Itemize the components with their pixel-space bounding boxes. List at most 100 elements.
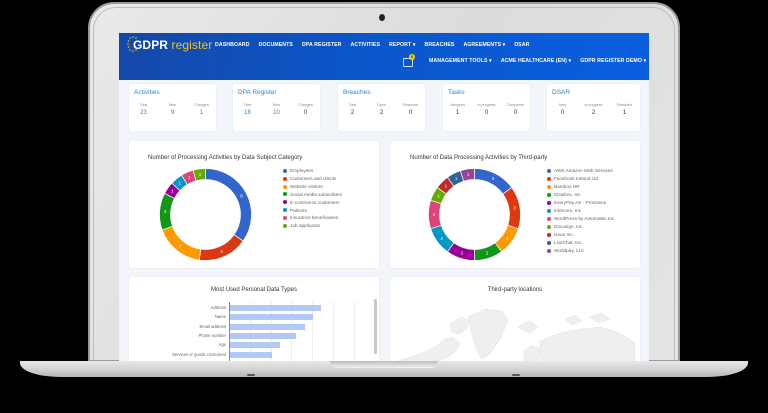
legend-dot-icon xyxy=(283,208,287,213)
svg-text:3: 3 xyxy=(492,176,495,181)
chart-title: Number of Processing Activities by Data … xyxy=(148,155,303,161)
app-screen: GDPR register DASHBOARD DOCUMENTS DPA RE… xyxy=(119,33,649,368)
svg-text:1: 1 xyxy=(179,181,182,186)
chart-title: Number of Data Processing Activities by … xyxy=(410,155,548,161)
legend-item[interactable]: Intercom, Inc xyxy=(547,207,614,215)
legend-item[interactable]: WordPress by Automattic Inc xyxy=(547,215,614,223)
svg-text:3: 3 xyxy=(164,209,167,214)
legend-item[interactable]: Worldpay, LLC xyxy=(547,247,614,255)
stat-card-dsar[interactable]: DSAR New 0 In progress 2 Resolved 1 xyxy=(547,84,640,131)
legend-item[interactable]: Docusign, Inc. xyxy=(547,223,614,231)
legend-dot-icon xyxy=(547,192,551,197)
stat-card-tasks[interactable]: Tasks Assigned 1 In progress 0 Completed 0 xyxy=(443,84,530,131)
notifications-icon[interactable] xyxy=(403,58,413,67)
legend-dot-icon xyxy=(283,224,287,229)
secondary-menu: MANAGEMENT TOOLS ▾ ACME HEALTHCARE (EN) … xyxy=(429,58,646,64)
bar-label: Phone number xyxy=(198,332,226,338)
legend-item[interactable]: Social media subscribers xyxy=(283,191,342,199)
chart-title: Most Used Personal Data Types xyxy=(211,287,297,293)
legend-dot-icon xyxy=(547,168,551,173)
svg-text:1: 1 xyxy=(188,175,191,180)
nav-agreements[interactable]: AGREEMENTS ▾ xyxy=(463,42,506,48)
eu-stars-icon xyxy=(127,36,137,52)
donut-chart-third-party[interactable]: 3 3 2 2 2 2 2 1 1 1 1 xyxy=(427,167,522,262)
laptop-notch xyxy=(330,361,438,368)
svg-text:2: 2 xyxy=(433,212,436,217)
svg-text:2: 2 xyxy=(486,251,489,256)
legend-item[interactable]: Customers and clients xyxy=(283,175,342,183)
svg-text:2: 2 xyxy=(461,251,464,256)
bar[interactable] xyxy=(230,305,322,311)
legend-item[interactable]: Insurance beneficiaries xyxy=(283,214,342,222)
stat-card-breaches[interactable]: Breaches Total 2 Open 2 Resolved 0 xyxy=(338,84,425,131)
legend-item[interactable]: Website visitors xyxy=(283,183,342,191)
stat-card-activities[interactable]: Activities Total 23 New 9 Changed 1 xyxy=(129,84,216,131)
laptop-base xyxy=(20,361,748,377)
legend-item[interactable]: Employees xyxy=(283,167,342,175)
svg-text:4: 4 xyxy=(179,243,182,248)
legend-item[interactable]: AWS Amazon Web Services xyxy=(547,167,614,175)
bar[interactable] xyxy=(230,351,272,358)
bar[interactable] xyxy=(230,342,280,349)
chart-card-personal-data-types: Most Used Personal Data Types Address Nam… xyxy=(129,277,379,368)
legend-item[interactable]: Bamboo HR xyxy=(547,183,614,191)
legend-dot-icon xyxy=(283,200,287,205)
svg-text:1: 1 xyxy=(171,189,174,194)
chart-card-data-subject: Number of Processing Activities by Data … xyxy=(129,141,379,268)
legend-item[interactable]: Dropbox, Inc xyxy=(547,191,614,199)
top-navbar: GDPR register DASHBOARD DOCUMENTS DPA RE… xyxy=(119,33,649,80)
legend-dot-icon xyxy=(547,248,551,253)
svg-text:1: 1 xyxy=(445,183,448,188)
svg-text:1: 1 xyxy=(455,176,458,181)
legend-item[interactable]: Patients xyxy=(283,207,342,215)
legend-dot-icon xyxy=(547,232,551,237)
nav-documents[interactable]: DOCUMENTS xyxy=(258,42,293,48)
map-card-third-party-locations: Third-party locations xyxy=(390,277,640,368)
legend-item[interactable]: Job applicants xyxy=(283,222,342,230)
donut-slice xyxy=(459,168,475,182)
bar-label: Age xyxy=(218,342,226,348)
legend-item[interactable]: LiveChat, Inc. xyxy=(547,239,614,247)
stat-card-dpa-register[interactable]: DPA Register Total 18 New 10 Changed 0 xyxy=(233,84,320,131)
donut-slice xyxy=(474,168,513,195)
camera xyxy=(379,14,385,21)
legend-dot-icon xyxy=(283,192,287,197)
donut-slice xyxy=(205,168,252,242)
chart-legend: Employees Customers and clients Website vi… xyxy=(283,167,342,230)
notification-badge: 0 xyxy=(409,54,415,60)
legend-dot-icon xyxy=(547,176,551,181)
legend-dot-icon xyxy=(547,208,551,213)
svg-text:3: 3 xyxy=(513,206,516,211)
donut-slice xyxy=(161,225,202,261)
svg-text:1: 1 xyxy=(437,194,440,199)
map-title: Third-party locations xyxy=(487,287,543,293)
nav-user-menu[interactable]: GDPR REGISTER DEMO ▾ xyxy=(580,58,647,64)
legend-dot-icon xyxy=(283,176,287,181)
legend-item[interactable]: Facebook Ireland Ltd xyxy=(547,175,614,183)
nav-dashboard[interactable]: DASHBOARD xyxy=(215,42,250,48)
chart-legend: AWS Amazon Web Services Facebook Ireland … xyxy=(547,167,614,255)
app-logo[interactable]: GDPR register xyxy=(133,38,213,52)
nav-management-tools[interactable]: MANAGEMENT TOOLS ▾ xyxy=(429,58,492,64)
legend-dot-icon xyxy=(547,224,551,229)
bar[interactable] xyxy=(230,323,305,330)
scrollbar[interactable] xyxy=(374,299,377,354)
world-map[interactable] xyxy=(390,299,640,368)
bar-label: Email address xyxy=(199,323,226,329)
bar[interactable] xyxy=(230,332,297,339)
legend-dot-icon xyxy=(283,216,287,221)
nav-dpa-register[interactable]: DPA REGISTER xyxy=(301,42,342,48)
legend-item[interactable]: Issuu Inc. xyxy=(547,231,614,239)
donut-slice xyxy=(502,186,521,230)
legend-item[interactable]: E-commerce customers xyxy=(283,199,342,207)
nav-breaches[interactable]: BREACHES xyxy=(424,42,455,48)
legend-item[interactable]: EveryPay AS - Processor xyxy=(547,199,614,207)
svg-text:8: 8 xyxy=(240,193,243,198)
bar[interactable] xyxy=(230,314,313,321)
nav-dsar[interactable]: DSAR xyxy=(514,42,530,48)
nav-organization[interactable]: ACME HEALTHCARE (EN) ▾ xyxy=(500,58,572,64)
nav-report[interactable]: REPORT ▾ xyxy=(389,42,416,48)
nav-activities[interactable]: ACTIVITIES xyxy=(350,42,381,48)
laptop-foot xyxy=(247,374,255,376)
